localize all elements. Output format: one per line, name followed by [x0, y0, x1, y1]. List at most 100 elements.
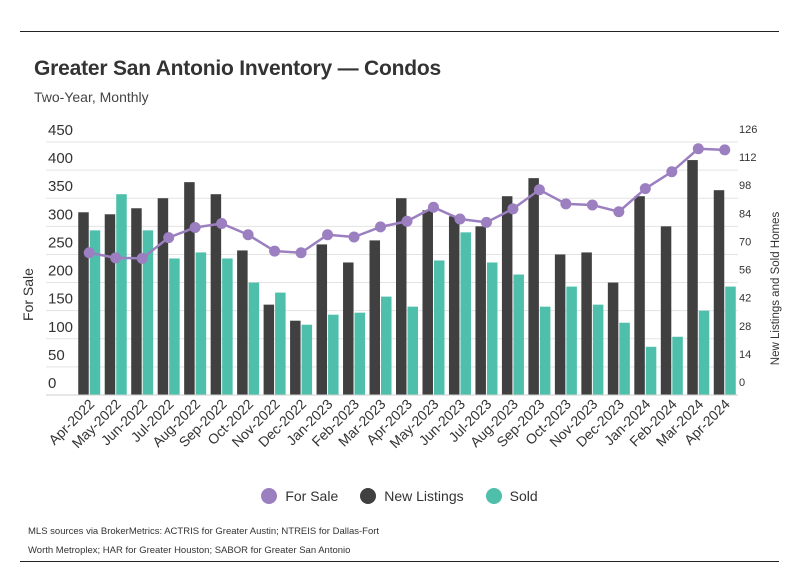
- y2-tick-label: 112: [739, 152, 757, 164]
- bar-sold: [566, 286, 577, 395]
- bar-new-listings: [131, 208, 142, 395]
- y2-tick-label: 42: [739, 293, 751, 305]
- y2-tick-label: 56: [739, 265, 751, 277]
- bar-new-listings: [687, 160, 698, 395]
- y2-tick-label: 28: [739, 321, 751, 333]
- point-for-sale: [163, 232, 175, 244]
- inventory-chart: 0 50 100 150 200 250 300 350 400 450 0 14 28 42 56 70 84…: [20, 122, 782, 451]
- point-for-sale: [83, 247, 95, 259]
- source-note: MLS sources via BrokerMetrics: ACTRIS fo…: [28, 526, 380, 556]
- y2-axis-title: New Listings and Sold Homes: [770, 212, 782, 366]
- bar-new-listings: [184, 182, 195, 395]
- chart-legend: For Sale New Listings Sold: [0, 488, 799, 504]
- point-for-sale: [242, 229, 254, 241]
- legend-label-for-sale: For Sale: [285, 488, 339, 504]
- legend-swatch-new-listings: [360, 488, 377, 504]
- legend-item-for-sale[interactable]: For Sale: [261, 488, 338, 504]
- y-tick-label: 100: [48, 319, 73, 336]
- point-for-sale: [639, 183, 651, 195]
- bar-sold: [672, 336, 683, 395]
- bar-sold: [725, 286, 736, 395]
- bar-new-listings: [343, 262, 354, 395]
- y-tick-label: 400: [48, 150, 73, 167]
- point-for-sale: [427, 201, 439, 213]
- bar-sold: [142, 230, 154, 395]
- y2-tick-label: 84: [739, 208, 751, 220]
- bar-new-listings: [369, 240, 381, 395]
- point-for-sale: [613, 206, 625, 218]
- bar-sold: [89, 230, 101, 395]
- bar-sold: [539, 306, 551, 395]
- bar-new-listings: [104, 214, 116, 395]
- bar-sold: [354, 312, 366, 395]
- bar-sold: [460, 232, 471, 395]
- bar-new-listings: [237, 250, 248, 395]
- bar-new-listings: [713, 190, 725, 395]
- chart-title: Greater San Antonio Inventory — Condos: [34, 57, 441, 80]
- point-for-sale: [480, 216, 492, 228]
- bar-new-listings: [607, 282, 619, 395]
- bottom-rule: [20, 561, 779, 562]
- point-for-sale: [586, 199, 598, 211]
- bar-new-listings: [290, 320, 301, 395]
- bar-new-listings: [528, 178, 539, 395]
- y2-tick-label: 14: [739, 349, 751, 361]
- point-for-sale: [560, 198, 572, 210]
- chart-subtitle: Two-Year, Monthly: [34, 89, 149, 105]
- legend-label-new-listings: New Listings: [384, 488, 464, 504]
- y-tick-label: 300: [48, 206, 73, 223]
- point-for-sale: [295, 247, 307, 259]
- bar-new-listings: [396, 198, 407, 395]
- point-for-sale: [692, 143, 704, 155]
- legend-item-sold[interactable]: Sold: [485, 488, 538, 504]
- bar-new-listings: [316, 244, 328, 395]
- bar-sold: [301, 324, 313, 395]
- bar-sold: [513, 274, 524, 395]
- point-for-sale: [110, 252, 122, 264]
- bar-new-listings: [157, 198, 169, 395]
- bar-new-listings: [660, 226, 672, 395]
- bar-sold: [619, 322, 630, 395]
- bar-sold: [169, 258, 180, 395]
- point-for-sale: [269, 245, 281, 257]
- point-for-sale: [375, 221, 387, 233]
- bar-sold: [698, 310, 710, 395]
- bar-sold: [381, 296, 392, 395]
- bar-new-listings: [581, 252, 592, 395]
- y2-tick-label: 0: [739, 377, 745, 389]
- point-for-sale: [719, 144, 731, 156]
- y-tick-label: 250: [48, 234, 73, 251]
- y-tick-label: 450: [48, 122, 73, 139]
- bar-sold: [116, 194, 127, 395]
- point-for-sale: [666, 166, 678, 178]
- y2-tick-label: 70: [739, 236, 751, 248]
- bar-sold: [407, 306, 418, 395]
- bar-sold: [592, 304, 604, 395]
- legend-swatch-sold: [485, 488, 502, 504]
- top-rule: [20, 31, 779, 32]
- bar-new-listings: [554, 254, 566, 395]
- point-for-sale: [454, 213, 466, 225]
- y2-tick-label: 126: [739, 124, 757, 136]
- point-for-sale: [348, 231, 360, 243]
- bar-new-listings: [501, 196, 513, 395]
- point-for-sale: [401, 215, 413, 227]
- point-for-sale: [189, 221, 201, 233]
- y-axis-title: For Sale: [20, 268, 36, 321]
- y-tick-label: 150: [48, 291, 73, 308]
- point-for-sale: [216, 218, 228, 230]
- legend-swatch-for-sale: [261, 488, 278, 504]
- legend-item-new-listings[interactable]: New Listings: [360, 488, 464, 504]
- bar-sold: [433, 260, 445, 395]
- bar-new-listings: [263, 304, 275, 395]
- bar-sold: [195, 252, 207, 395]
- y-tick-label: 0: [48, 375, 56, 392]
- y2-tick-label: 98: [739, 180, 751, 192]
- bar-new-listings: [448, 216, 460, 395]
- bar-sold: [248, 282, 260, 395]
- y-tick-label: 50: [48, 347, 65, 364]
- point-for-sale: [507, 203, 519, 215]
- bar-new-listings: [210, 194, 222, 395]
- bar-sold: [486, 262, 498, 395]
- bar-sold: [222, 258, 233, 395]
